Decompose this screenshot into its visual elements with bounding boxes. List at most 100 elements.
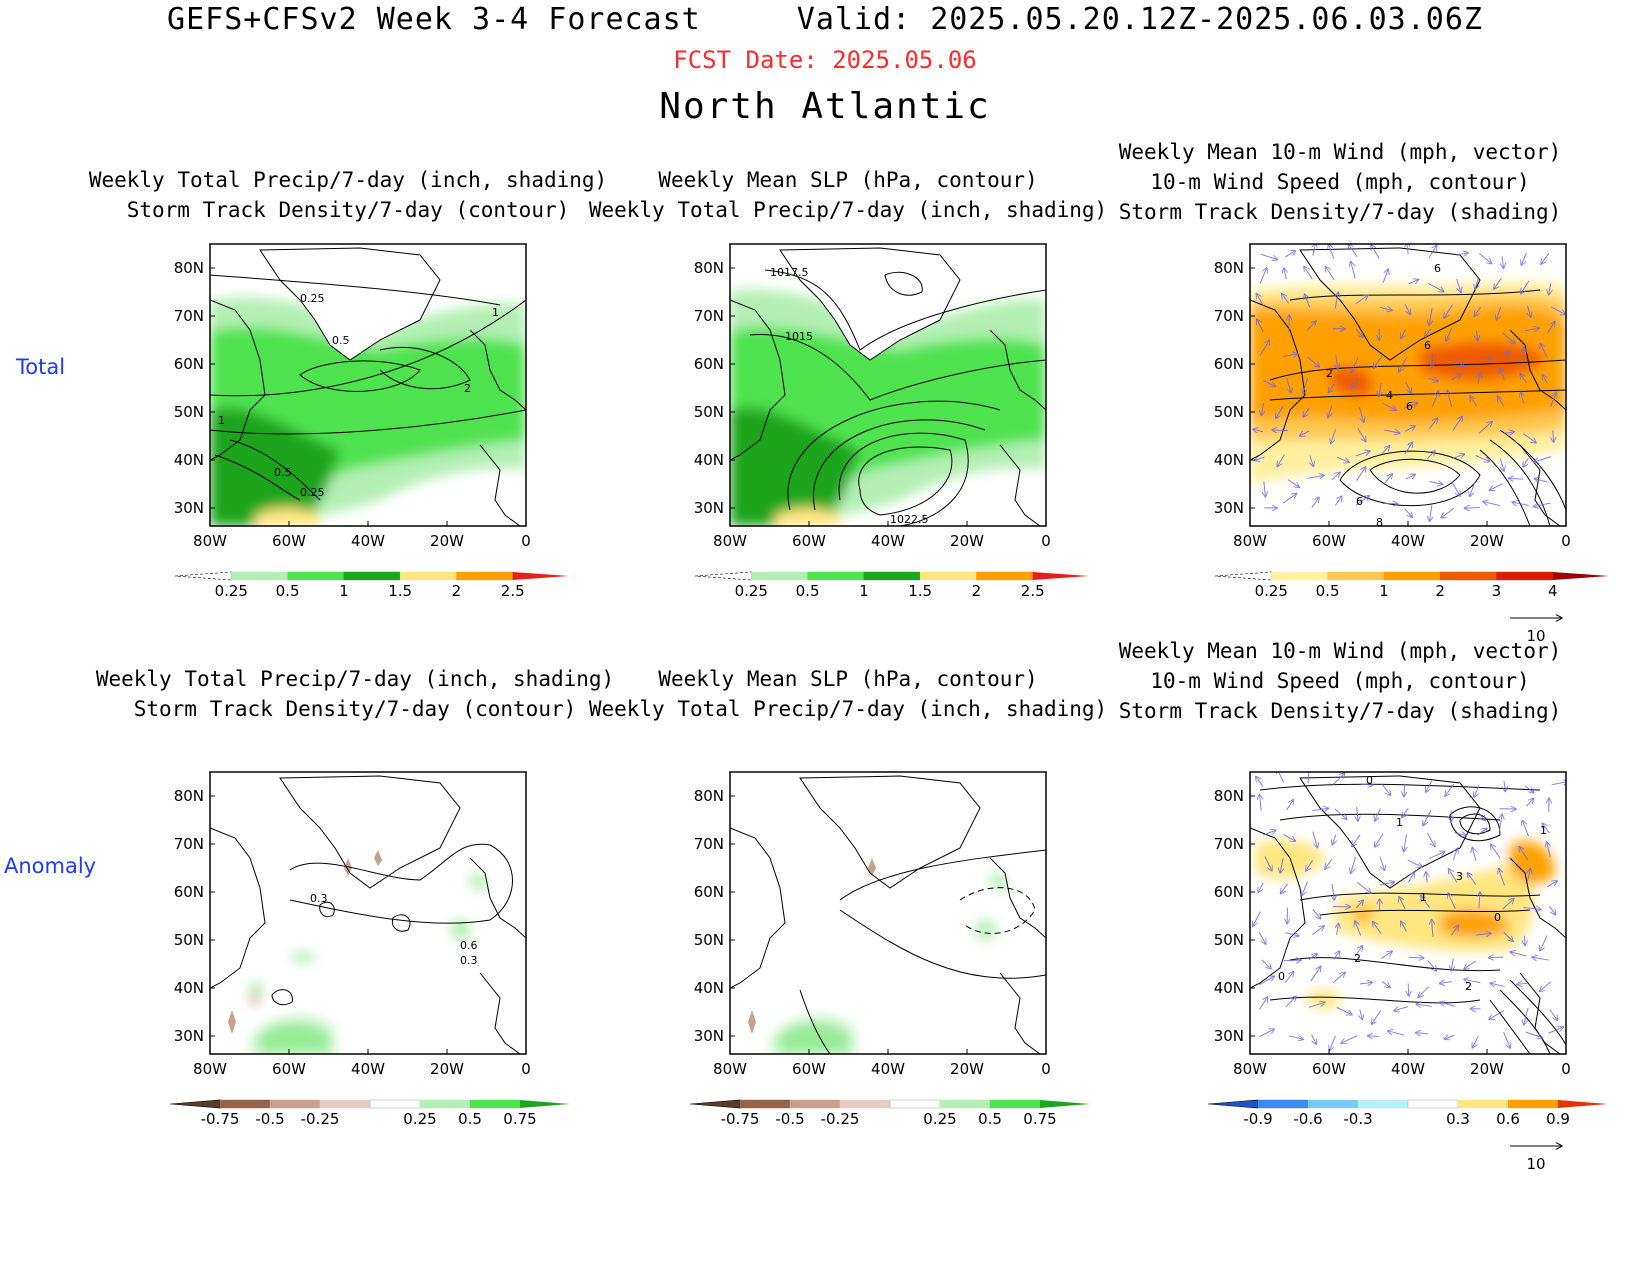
wind-vector <box>1497 396 1505 407</box>
lon-tick-label: 0 <box>1041 1060 1051 1078</box>
wind-vector <box>1408 872 1414 883</box>
wind-vector <box>1286 378 1292 393</box>
lon-tick-label: 60W <box>1312 532 1346 550</box>
wind-vector <box>1284 268 1287 280</box>
wind-vector <box>1277 772 1285 783</box>
colorbars: 0.25 0.5 1 1.5 2 2.5 0.25 0.5 1 1.5 2 2.5 0.25 0.5 1 2 3… <box>169 571 1609 1128</box>
colorbar-swatch <box>1496 571 1553 581</box>
wind-vector <box>1306 321 1316 331</box>
wind-vector <box>1355 451 1370 457</box>
contour-labels-total-wind: 6 6 2 4 6 6 8 <box>1326 262 1441 529</box>
wind-vector <box>1432 353 1433 368</box>
contour-labels-anom-wind: 0 1 1 3 1 0 2 2 0 <box>1278 774 1547 993</box>
colorbar-swatch <box>219 1099 271 1109</box>
svg-text:1022.5: 1022.5 <box>890 513 929 526</box>
lat-tick-label: 60N <box>1214 883 1244 901</box>
wind-vector <box>1449 869 1458 883</box>
lon-tick-label: 20W <box>1470 1060 1504 1078</box>
colorbar-swatch <box>1207 1099 1259 1109</box>
wind-vector <box>1452 848 1457 861</box>
wind-vector <box>1533 502 1551 507</box>
wind-vector <box>1475 933 1491 935</box>
wind-vector <box>1307 475 1324 478</box>
colorbar-label: 0.3 <box>1446 1110 1470 1128</box>
wind-vector <box>1381 446 1390 455</box>
wind-vector <box>1527 305 1530 317</box>
lat-tick-label: 50N <box>694 931 724 949</box>
colorbar-label: 0.5 <box>1316 582 1340 600</box>
wind-vector <box>1521 280 1530 294</box>
lon-tick-label: 60W <box>1312 1060 1346 1078</box>
colorbar-label: -0.5 <box>775 1110 804 1128</box>
lat-tick-label: 80N <box>174 787 204 805</box>
valid-period: Valid: 2025.05.20.12Z-2025.06.03.06Z <box>796 2 1483 37</box>
wind-vector <box>1474 785 1480 797</box>
wind-vector <box>1336 1006 1352 1014</box>
wind-vector <box>1375 833 1384 847</box>
colorbar-swatch <box>1558 1100 1608 1108</box>
wind-vector <box>1325 267 1335 281</box>
lat-tick-label: 70N <box>1214 307 1244 325</box>
lon-tick-label: 20W <box>430 1060 464 1078</box>
colorbar-label: 2.5 <box>1021 582 1045 600</box>
wind-vector <box>1476 810 1485 821</box>
lat-tick-label: 30N <box>174 1027 204 1045</box>
lon-tick-label: 40W <box>871 532 905 550</box>
wind-vector <box>1523 433 1536 443</box>
wind-vector <box>1264 481 1265 497</box>
wind-vector <box>1501 332 1515 344</box>
colorbar-swatch <box>269 1099 321 1109</box>
wind-vector <box>1470 396 1478 407</box>
svg-text:6: 6 <box>1406 400 1413 413</box>
wind-vector <box>1285 933 1299 936</box>
forecast-date: FCST Date: 2025.05.06 <box>673 46 977 74</box>
lat-tick-label: 50N <box>174 931 204 949</box>
wind-vector <box>1549 392 1556 408</box>
lon-tick-label: 80W <box>193 532 227 550</box>
wind-vector <box>1444 304 1453 318</box>
wind-vector <box>1547 321 1554 334</box>
wind-vector <box>1282 493 1297 504</box>
colorbar-swatch <box>1357 1099 1409 1109</box>
wind-vector <box>1534 456 1552 463</box>
wind-vector <box>1517 983 1528 984</box>
wind-vector <box>1258 882 1264 892</box>
colorbar-label: 4 <box>1548 582 1558 600</box>
map-total-precip <box>210 247 526 526</box>
colorbar-swatch <box>1032 572 1089 580</box>
wind-vector <box>1451 481 1460 496</box>
panel-title-anom-wind: Weekly Mean 10-m Wind (mph, vector) 10-m… <box>1118 639 1562 723</box>
wind-vector <box>1452 454 1464 459</box>
wind-vector <box>1483 502 1501 507</box>
svg-text:3: 3 <box>1456 870 1463 883</box>
svg-text:1: 1 <box>1396 816 1403 829</box>
wind-vector <box>1426 780 1433 792</box>
wind-vector <box>1415 1033 1429 1034</box>
wind-vector <box>1542 823 1550 834</box>
svg-text:6: 6 <box>1356 495 1363 508</box>
colorbar-anom-precip: -0.75 -0.5 -0.25 0.25 0.5 0.75 <box>169 1099 570 1128</box>
wind-vector <box>1332 972 1345 984</box>
colorbar-swatch <box>1040 1100 1090 1108</box>
colorbar-swatch <box>169 1099 221 1109</box>
lat-tick-label: 70N <box>1214 835 1244 853</box>
svg-text:6: 6 <box>1434 262 1441 275</box>
colorbar-swatch <box>751 571 808 581</box>
svg-text:0: 0 <box>1278 970 1285 983</box>
wind-vector <box>1426 872 1428 883</box>
wind-vector <box>1304 294 1311 308</box>
colorbar-swatch <box>689 1099 741 1109</box>
svg-text:6: 6 <box>1424 339 1431 352</box>
wind-vector <box>1355 900 1363 909</box>
wind-vector <box>1286 800 1294 811</box>
wind-vector <box>1404 426 1415 432</box>
wind-vector <box>1421 896 1431 909</box>
wind-vector <box>1312 831 1317 848</box>
wind-vector <box>1381 981 1390 987</box>
colorbar-label: 0.5 <box>978 1110 1002 1128</box>
colorbar-swatch <box>1507 1099 1559 1109</box>
wind-vector <box>1524 935 1525 946</box>
wind-vector <box>1303 378 1309 393</box>
wind-vector <box>1325 858 1333 869</box>
